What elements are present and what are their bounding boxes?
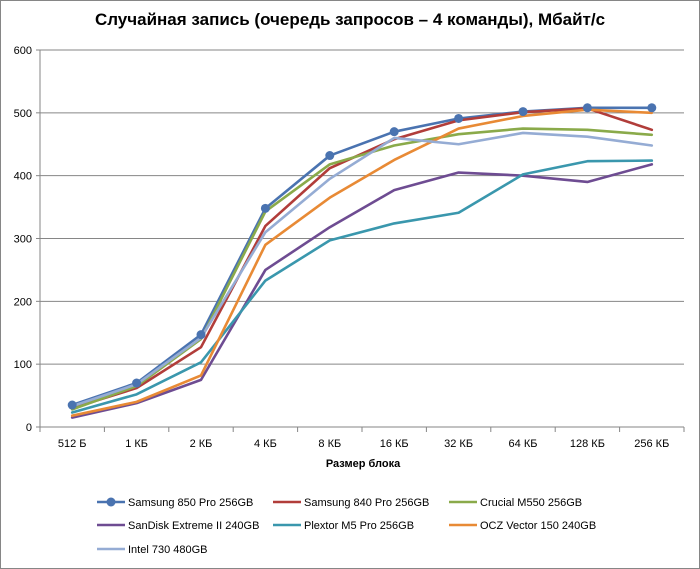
series-line-5 [70, 159, 654, 414]
legend-item: Plextor M5 Pro 256GB [273, 520, 414, 532]
legend-label: Samsung 840 Pro 256GB [304, 497, 429, 509]
y-tick-label: 500 [14, 108, 32, 120]
legend-label: Samsung 850 Pro 256GB [128, 497, 253, 509]
series-marker-1 [582, 103, 592, 113]
x-tick-label: 8 КБ [318, 438, 341, 450]
legend-item: Intel 730 480GB [97, 544, 208, 556]
series-marker-1 [647, 103, 657, 113]
x-tick-label: 2 КБ [190, 438, 213, 450]
x-tick-label: 64 КБ [509, 438, 538, 450]
legend-item: Samsung 850 Pro 256GB [97, 497, 253, 509]
legend-label: Intel 730 480GB [128, 544, 208, 556]
x-tick-label: 16 КБ [380, 438, 409, 450]
legend-item: OCZ Vector 150 240GB [449, 520, 596, 532]
y-tick-label: 600 [14, 45, 32, 57]
gridlines [40, 49, 684, 428]
y-tick-label: 200 [14, 296, 32, 308]
series-lines [67, 103, 657, 419]
series-marker-1 [518, 107, 528, 117]
legend-label: OCZ Vector 150 240GB [480, 520, 596, 532]
legend-label: SanDisk Extreme II 240GB [128, 520, 259, 532]
x-tick-label: 512 Б [58, 438, 87, 450]
series-line-4 [70, 163, 654, 419]
x-tick-label: 32 КБ [444, 438, 473, 450]
x-tick-label: 4 КБ [254, 438, 277, 450]
series-marker-1 [325, 151, 335, 161]
series-line-7 [70, 131, 654, 408]
series-line-6 [70, 108, 654, 417]
legend-label: Plextor M5 Pro 256GB [304, 520, 414, 532]
legend-marker [106, 497, 116, 507]
series-marker-1 [454, 113, 464, 123]
y-tick-label: 400 [14, 171, 32, 183]
x-tick-label: 256 КБ [634, 438, 669, 450]
series-marker-1 [389, 127, 399, 137]
x-axis-title: Размер блока [326, 458, 401, 470]
series-marker-1 [132, 378, 142, 388]
y-tick-label: 300 [14, 234, 32, 246]
series-marker-1 [260, 203, 270, 213]
legend-label: Crucial M550 256GB [480, 497, 582, 509]
series-marker-1 [67, 400, 77, 410]
legend: Samsung 850 Pro 256GB Samsung 840 Pro 256… [97, 497, 596, 556]
legend-item: Samsung 840 Pro 256GB [273, 497, 429, 509]
axes: 0 100 200 300 400 500 600 512 Б 1 КБ 2 КБ 4 КБ 8 КБ… [14, 45, 685, 450]
legend-item: Crucial M550 256GB [449, 497, 582, 509]
y-tick-label: 100 [14, 359, 32, 371]
x-tick-label: 128 КБ [570, 438, 605, 450]
chart-title: Случайная запись (очередь запросов – 4 к… [95, 10, 605, 29]
series-marker-1 [196, 330, 206, 340]
legend-item: SanDisk Extreme II 240GB [97, 520, 259, 532]
x-tick-label: 1 КБ [125, 438, 148, 450]
y-tick-label: 0 [26, 422, 32, 434]
